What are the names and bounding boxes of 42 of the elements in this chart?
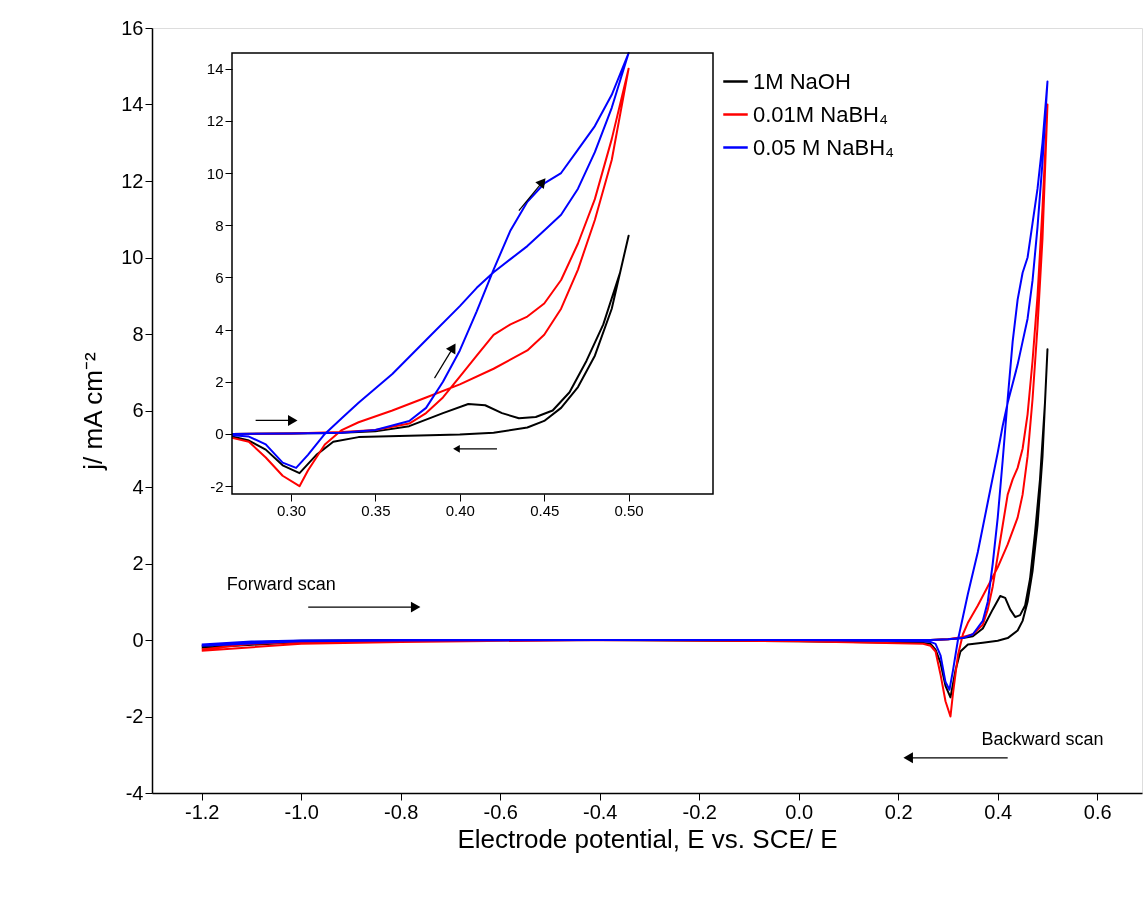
y-tick-label: 8 [132, 322, 144, 345]
y-tick-label: 6 [132, 399, 144, 421]
legend-label: 0.01M NaBH₄ [753, 101, 888, 127]
legend-label: 0.05 M NaBH₄ [753, 134, 895, 160]
x-tick-label: 0.0 [785, 800, 814, 823]
y-tick-label: 2 [215, 373, 224, 391]
x-tick-label: 0.4 [984, 800, 1013, 823]
x-tick-label: 0.45 [530, 501, 560, 519]
y-tick-label: 14 [121, 93, 144, 115]
x-tick-label: -1.0 [284, 800, 319, 823]
x-tick-label: 0.40 [445, 501, 475, 519]
y-axis-title: j/ mA cm⁻² [78, 352, 109, 471]
y-tick-label: -4 [125, 781, 144, 804]
annotation: Backward scan [981, 728, 1104, 749]
y-tick-label: 10 [121, 246, 144, 268]
y-tick-label: 12 [206, 112, 224, 130]
x-tick-label: 0.35 [361, 501, 391, 519]
x-tick-label: -1.2 [185, 800, 220, 823]
y-tick-label: 12 [121, 169, 144, 192]
y-tick-label: 0 [215, 425, 224, 443]
x-axis-title: Electrode potential, E vs. SCE/ E [457, 823, 838, 854]
y-tick-label: 8 [215, 216, 224, 234]
x-tick-label: 0.50 [614, 501, 644, 519]
x-tick-label: -0.2 [682, 800, 717, 823]
y-tick-label: -2 [210, 477, 224, 495]
y-tick-label: 0 [132, 628, 144, 651]
y-tick-label: 6 [215, 268, 224, 286]
x-tick-label: -0.8 [384, 800, 419, 823]
y-tick-label: 4 [215, 321, 224, 339]
x-tick-label: -0.4 [583, 800, 618, 823]
y-tick-label: 2 [132, 552, 144, 574]
y-tick-label: 16 [121, 16, 144, 39]
annotation: Forward scan [226, 573, 336, 594]
y-tick-label: 14 [206, 60, 224, 78]
x-tick-label: 0.2 [884, 800, 913, 823]
x-tick-label: -0.6 [483, 800, 518, 823]
y-tick-label: -2 [125, 705, 144, 727]
x-tick-label: 0.30 [276, 501, 307, 519]
legend-label: 1M NaOH [753, 68, 851, 94]
x-tick-label: 0.6 [1083, 800, 1112, 823]
y-tick-label: 4 [132, 475, 144, 498]
y-tick-label: 10 [206, 164, 224, 182]
